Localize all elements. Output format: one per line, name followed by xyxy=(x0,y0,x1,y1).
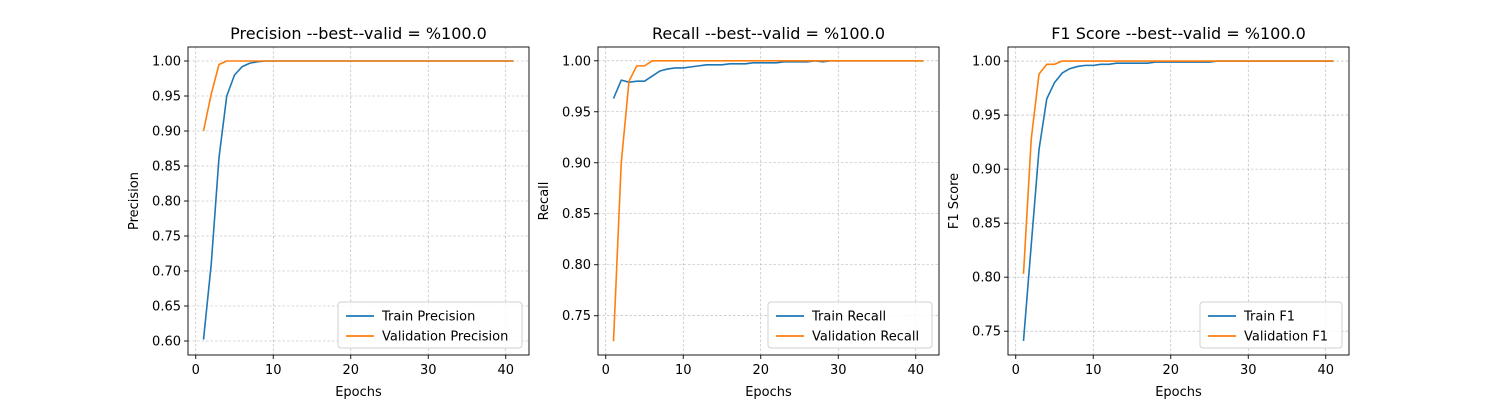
series-line-validation xyxy=(202,60,514,132)
x-tick-label: 0 xyxy=(602,363,610,378)
y-tick-label: 0.85 xyxy=(152,160,181,175)
chart-panel-1: 0 10 20 30 40 0.60 0.65 0.70 0.75 0.80 0.85 0.90 0.9… xyxy=(127,24,530,400)
y-tick-label: 0.85 xyxy=(972,217,1001,232)
legend-label-train: Train Precision xyxy=(381,310,475,325)
x-tick-label: 10 xyxy=(675,363,692,378)
x-tick-label: 20 xyxy=(342,363,359,378)
x-axis-label: Epochs xyxy=(335,385,382,400)
legend-label-validation: Validation F1 xyxy=(1244,330,1328,345)
y-tick-label: 0.95 xyxy=(152,90,181,105)
x-tick-label: 30 xyxy=(1240,363,1257,378)
x-tick-label: 0 xyxy=(1012,363,1020,378)
y-axis-label: F1 Score xyxy=(947,173,962,229)
y-tick-label: 0.80 xyxy=(152,195,181,210)
x-tick-label: 0 xyxy=(192,363,200,378)
y-tick-label: 1.00 xyxy=(152,55,181,70)
legend-label-train: Train Recall xyxy=(811,310,886,325)
legend-label-validation: Validation Recall xyxy=(812,330,919,345)
y-tick-label: 0.90 xyxy=(562,156,591,171)
y-tick-label: 0.75 xyxy=(562,309,591,324)
series-line-validation xyxy=(1022,60,1334,274)
y-tick-label: 0.60 xyxy=(152,335,181,350)
x-tick-label: 20 xyxy=(1162,363,1179,378)
chart-panel-2: 0 10 20 30 40 0.75 0.80 0.85 0.90 0.95 1.00 Recall … xyxy=(537,24,940,400)
y-tick-label: 0.70 xyxy=(152,265,181,280)
x-tick-label: 40 xyxy=(1317,363,1334,378)
chart-title: Precision --best--valid = %100.0 xyxy=(230,24,487,43)
legend-label-train: Train F1 xyxy=(1243,310,1295,325)
legend-box xyxy=(337,301,523,349)
y-tick-label: 0.95 xyxy=(972,109,1001,124)
y-tick-label: 0.80 xyxy=(972,271,1001,286)
x-tick-label: 40 xyxy=(497,363,514,378)
chart-title: Recall --best--valid = %100.0 xyxy=(652,24,885,43)
y-axis-label: Precision xyxy=(127,172,142,230)
y-tick-label: 0.65 xyxy=(152,300,181,315)
legend: Train Precision Validation Precision xyxy=(337,301,523,349)
plot-frame xyxy=(597,46,940,356)
legend: Train Recall Validation Recall xyxy=(767,301,933,349)
series-line-validation xyxy=(612,59,924,342)
x-tick-label: 10 xyxy=(265,363,282,378)
y-tick-label: 0.90 xyxy=(972,163,1001,178)
x-tick-label: 20 xyxy=(752,363,769,378)
y-tick-label: 0.90 xyxy=(152,125,181,140)
y-tick-label: 0.75 xyxy=(152,230,181,245)
chart-title: F1 Score --best--valid = %100.0 xyxy=(1051,24,1306,43)
chart-panel-3: 0 10 20 30 40 0.75 0.80 0.85 0.90 0.95 1.00 F1 Scor… xyxy=(947,24,1350,400)
legend-label-validation: Validation Precision xyxy=(382,330,508,345)
y-tick-label: 0.85 xyxy=(562,207,591,222)
x-tick-label: 30 xyxy=(830,363,847,378)
y-axis-label: Recall xyxy=(537,182,552,221)
x-tick-label: 40 xyxy=(907,363,924,378)
legend-box xyxy=(767,301,933,349)
y-tick-label: 1.00 xyxy=(562,54,591,69)
y-tick-label: 0.95 xyxy=(562,105,591,120)
y-tick-label: 0.75 xyxy=(972,325,1001,340)
y-tick-label: 0.80 xyxy=(562,258,591,273)
y-tick-label: 1.00 xyxy=(972,55,1001,70)
x-axis-label: Epochs xyxy=(1155,385,1202,400)
plot-frame xyxy=(1007,46,1350,356)
x-axis-label: Epochs xyxy=(745,385,792,400)
x-tick-label: 10 xyxy=(1085,363,1102,378)
legend: Train F1 Validation F1 xyxy=(1199,301,1343,349)
x-tick-label: 30 xyxy=(420,363,437,378)
